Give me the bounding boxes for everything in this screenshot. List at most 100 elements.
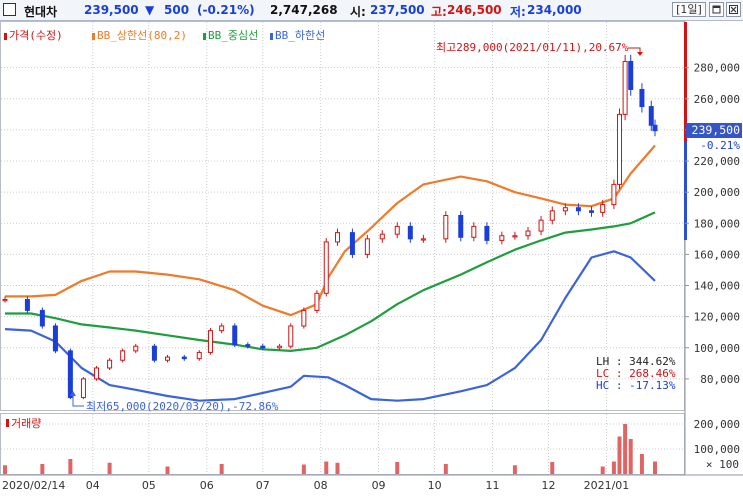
upper-band-line [5,144,656,317]
volume-bar [600,466,605,474]
open-price: 237,500 [370,3,425,17]
candle-body [538,219,544,232]
low-price: 234,000 [527,3,582,17]
candle-body [107,359,113,369]
candle-body [617,113,623,185]
volume-legend-swatch [6,419,9,427]
chart-legend: 가격(수정) BB_상한선(80,2) BB_중심선 BB_하한선 [4,28,325,42]
candle-body [394,225,400,235]
select-checkbox[interactable] [3,3,16,16]
legend-middle-band: BB_중심선 [208,29,258,42]
volume-bar [623,424,628,474]
open-label: 시: [350,5,366,19]
candle-body [443,215,449,240]
candle-body [288,325,294,347]
legend-price: 가격(수정) [9,29,63,42]
candle-body [611,183,617,206]
close-icon [729,5,738,14]
volume-bar [324,461,329,474]
close-button[interactable] [726,2,741,17]
hc-stat: HC : -17.13% [596,379,676,392]
legend-lower-swatch [270,33,273,40]
x-tick-label: 12 [542,479,556,492]
lc-stat: LC : 268.46% [596,367,676,380]
candle-body [219,325,225,332]
legend-upper-band: BB_상한선(80,2) [97,29,187,42]
legend-middle-swatch [203,33,206,40]
volume-bar [301,464,306,474]
trade-volume: 2,747,268 [270,3,338,17]
lower-band-line [4,250,656,402]
volume-bars [3,424,657,474]
candle-body [407,225,413,240]
volume-bar [443,464,448,474]
low-label: 저: [510,5,526,19]
y-tick-label: 140,000 [694,280,740,293]
x-tick-label: 11 [486,479,500,492]
low-annotation: 최저65,000(2020/03/20),-72.86% [86,400,279,413]
price-change: 500 [164,3,190,17]
period-button[interactable]: [1일] [672,2,706,17]
candle-body [151,345,157,361]
volume-bar [3,465,7,474]
candle-body [207,330,213,353]
high-annotation: 최고289,000(2021/01/11),20.67% [436,41,629,54]
candle-body [314,292,320,311]
candle-body [94,367,100,380]
volume-label: 거래량 [11,417,41,430]
candle-body [484,225,490,241]
candle-body [260,345,266,349]
candle-body [52,325,58,352]
x-tick-label: 04 [86,479,100,492]
high-price: 246,500 [447,3,502,17]
candle-body [165,356,170,361]
candle-body [24,299,30,311]
candle-body [379,233,385,240]
volume-bar [40,464,45,474]
low-annotation-arrow [72,392,84,407]
y-tick-label: 80,000 [700,373,740,386]
y-tick-label: 100,000 [694,342,740,355]
volume-bar [611,461,616,474]
legend-lower-band: BB_하한선 [275,28,325,42]
candle-body [639,88,645,108]
candle-body [39,309,45,327]
volume-bar [395,462,400,474]
price-change-pct: (-0.21%) [197,3,255,17]
candle-body [232,325,238,346]
chart-header: 현대차 239,500 ▼ 500 (-0.21%) 2,747,268 시: … [0,0,743,21]
volume-bar [165,466,170,474]
volume-bar [219,464,224,474]
volume-bar [68,459,73,474]
candle-body [196,351,202,360]
candle-body [499,235,505,241]
y-tick-label: 260,000 [694,93,740,106]
candle-body [301,309,307,327]
candle-body [588,210,594,213]
candle-body [525,230,531,237]
last-price-tag [686,123,742,138]
candle-body [67,350,73,399]
legend-upper-swatch [92,33,95,40]
candle-body [364,238,370,255]
volume-grid-lines [1,414,684,474]
volume-bar [653,461,657,474]
candle-body [120,350,126,361]
restore-button[interactable] [709,2,724,17]
volume-bar [512,465,517,474]
lh-stat: LH : 344.62% [596,355,676,368]
price-candles [2,54,658,400]
high-label: 고: [431,5,447,19]
candle-body [80,378,86,399]
low-arrow-icon [70,391,76,396]
x-tick-label: 10 [428,479,442,492]
x-tick-label: 06 [200,479,214,492]
x-tick-label: 2020/02/14 [2,479,65,492]
stock-name[interactable]: 현대차 [24,5,58,19]
candle-body [622,60,628,115]
high-arrow-icon [637,52,643,56]
middle-band-line [5,211,656,352]
candle-body [549,210,555,221]
volume-tick-label: 200,000 [694,418,740,431]
y-tick-label: 200,000 [694,186,740,199]
